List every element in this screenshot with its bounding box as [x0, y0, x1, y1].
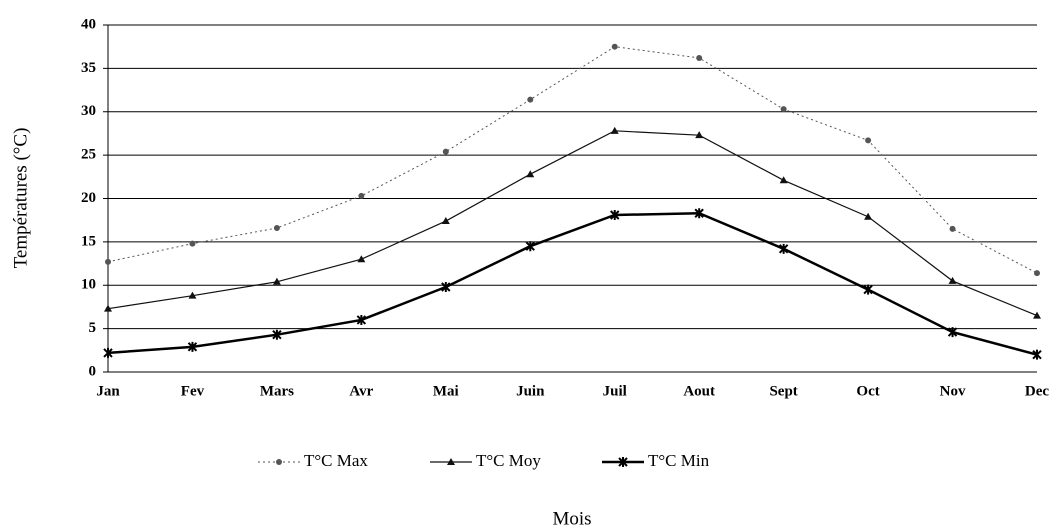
marker — [442, 148, 449, 155]
marker — [188, 291, 197, 299]
y-tick-label: 10 — [81, 277, 96, 293]
marker — [779, 176, 788, 184]
marker — [1032, 349, 1042, 360]
marker — [694, 208, 704, 219]
marker — [187, 341, 198, 352]
marker — [611, 43, 618, 50]
y-axis-label: Températures (°C) — [10, 128, 31, 269]
marker — [525, 241, 535, 252]
marker — [948, 276, 957, 284]
marker — [358, 192, 365, 199]
legend-marker — [447, 458, 455, 465]
series-line — [107, 130, 1038, 317]
marker — [527, 96, 534, 103]
x-tick-label: Mai — [433, 383, 459, 399]
x-tick-label: Mars — [260, 383, 294, 399]
marker — [949, 225, 956, 232]
marker — [105, 258, 111, 265]
x-tick-label: Avr — [349, 383, 373, 399]
y-tick-label: 5 — [89, 320, 97, 336]
marker — [863, 284, 873, 295]
series-line — [107, 46, 1038, 274]
x-tick-label: Juil — [603, 383, 627, 399]
x-tick-label: Juin — [516, 383, 545, 399]
marker — [947, 327, 958, 338]
marker — [526, 170, 535, 178]
legend-label: T°C Moy — [476, 451, 541, 470]
marker — [103, 347, 113, 358]
x-tick-label: Dec — [1025, 383, 1049, 399]
legend-marker — [276, 459, 282, 465]
y-tick-label: 40 — [81, 16, 96, 32]
y-tick-label: 0 — [89, 363, 97, 379]
marker — [441, 281, 451, 292]
marker — [696, 54, 703, 61]
x-axis-label: Mois — [552, 508, 591, 529]
x-tick-label: Sept — [769, 383, 797, 399]
marker — [273, 224, 280, 231]
marker — [272, 277, 281, 285]
y-tick-label: 35 — [81, 60, 96, 76]
x-tick-label: Aout — [683, 383, 715, 399]
marker — [1033, 311, 1041, 319]
y-tick-label: 15 — [81, 233, 96, 249]
marker — [865, 137, 872, 144]
marker — [778, 243, 789, 254]
x-tick-label: Jan — [96, 383, 120, 399]
y-tick-label: 25 — [81, 147, 96, 163]
marker — [1034, 270, 1040, 277]
marker — [356, 314, 367, 325]
legend-marker — [618, 457, 628, 467]
marker — [104, 304, 112, 312]
x-tick-label: Nov — [940, 383, 966, 399]
marker — [189, 240, 196, 247]
series-line — [107, 211, 1038, 356]
y-tick-label: 20 — [81, 190, 96, 206]
legend-label: T°C Min — [648, 451, 710, 470]
marker — [441, 217, 450, 225]
x-tick-label: Oct — [856, 383, 879, 399]
x-tick-label: Fev — [181, 383, 205, 399]
marker — [864, 212, 873, 220]
marker — [780, 106, 787, 113]
legend-label: T°C Max — [304, 451, 368, 470]
marker — [610, 126, 619, 134]
marker — [272, 329, 282, 340]
marker — [695, 131, 704, 139]
marker — [610, 209, 620, 220]
marker — [357, 255, 366, 263]
y-tick-label: 30 — [81, 103, 96, 119]
